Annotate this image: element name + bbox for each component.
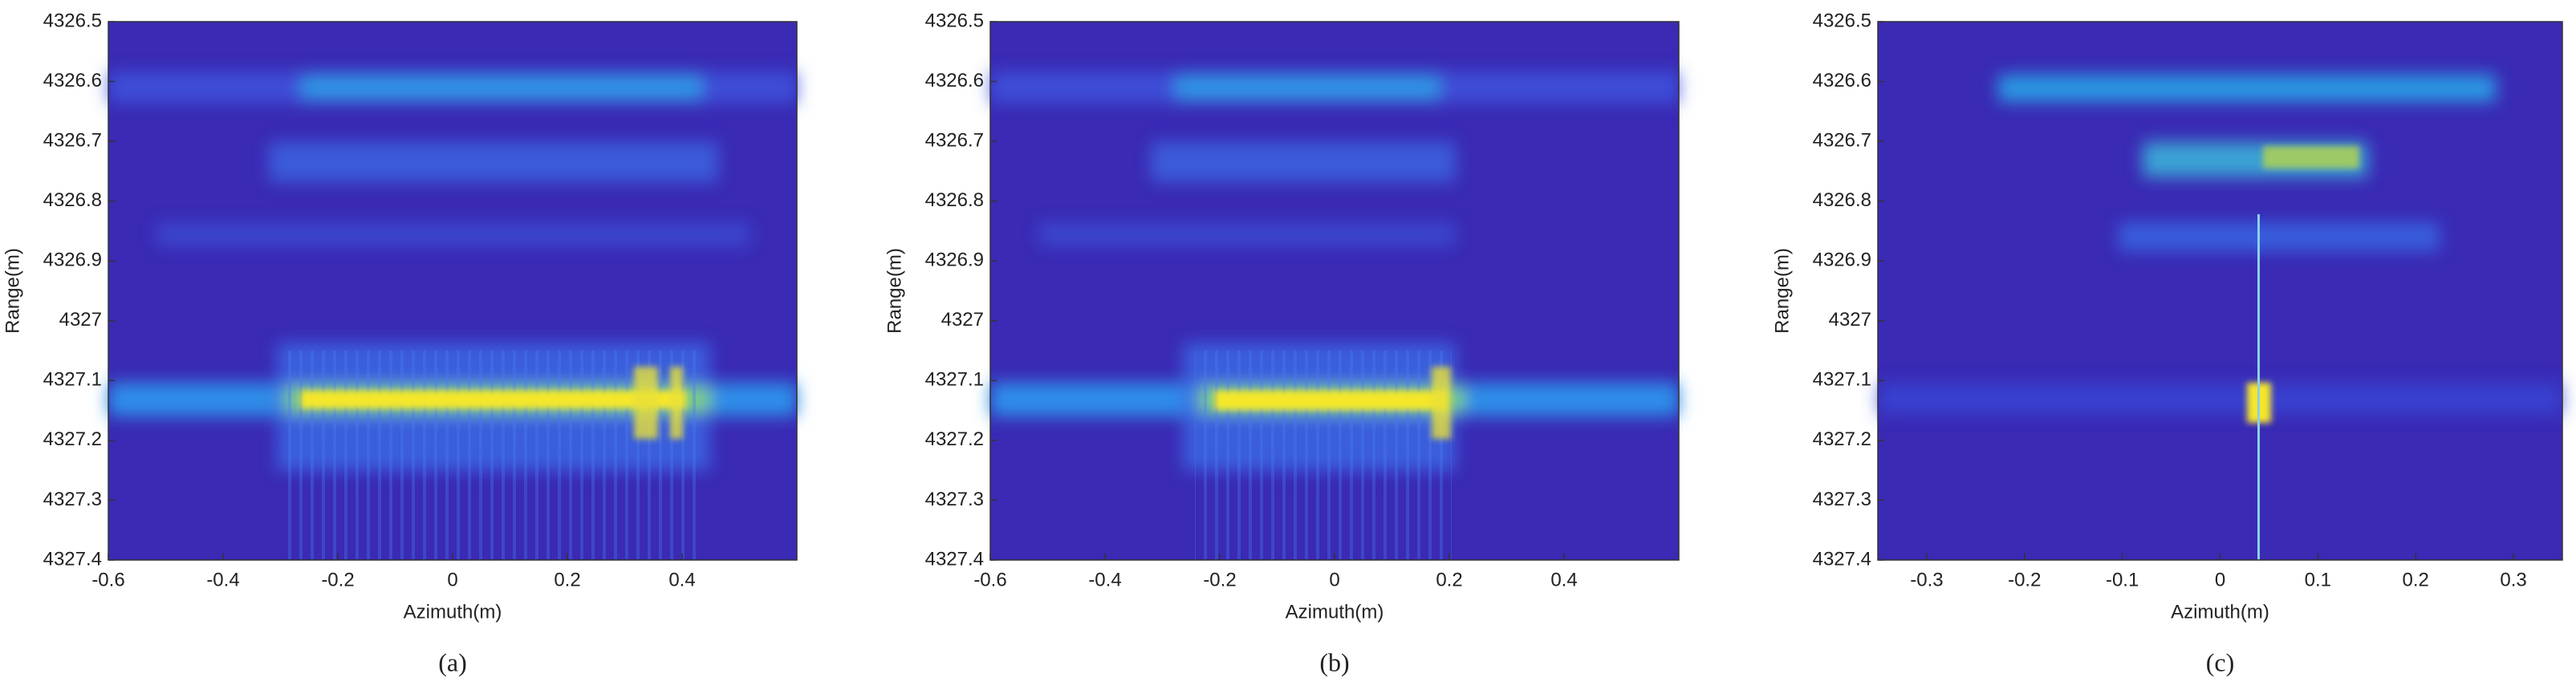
x-tick-label: 0.4: [668, 569, 695, 591]
y-tick-label: 4326.7: [925, 129, 984, 151]
x-tick-label: -0.2: [321, 569, 354, 591]
x-axis-label: Azimuth(m): [404, 601, 502, 623]
y-tick-label: 4326.6: [925, 70, 984, 91]
x-tick-label: -0.6: [973, 569, 1006, 591]
x-tick-label: 0: [2215, 569, 2225, 591]
texture: [2257, 214, 2260, 560]
texture: [1878, 75, 2562, 415]
y-tick-label: 4327.4: [1813, 548, 1871, 570]
x-axis-label: Azimuth(m): [1286, 601, 1384, 623]
x-tick-label: -0.3: [1910, 569, 1943, 591]
y-axis-label: Range(m): [2, 248, 23, 334]
x-tick-label: 0.2: [2403, 569, 2429, 591]
x-tick-label: 0: [447, 569, 457, 591]
x-tick-label: -0.4: [206, 569, 239, 591]
texture: [1215, 367, 1451, 439]
y-tick-label: 4326.9: [43, 250, 102, 271]
y-tick-label: 4326.5: [925, 10, 984, 31]
y-tick-label: 4326.8: [925, 189, 984, 211]
texture: [2247, 146, 2359, 423]
y-tick-label: 4326.6: [1813, 70, 1871, 91]
y-tick-label: 4327.2: [1813, 428, 1871, 450]
y-tick-label: 4327.1: [43, 369, 102, 391]
x-tick-label: -0.2: [2008, 569, 2041, 591]
x-tick-label: 0.3: [2500, 569, 2526, 591]
y-tick-label: 4326.5: [43, 10, 102, 31]
y-tick-label: 4326.7: [1813, 129, 1871, 151]
x-tick-label: 0.1: [2305, 569, 2331, 591]
image-c: [1878, 22, 2562, 560]
x-tick-label: 0.2: [1436, 569, 1462, 591]
x-tick-label: 0.4: [1550, 569, 1577, 591]
y-tick-label: 4327.3: [43, 489, 102, 510]
y-tick-label: 4327.3: [1813, 489, 1871, 510]
y-tick-label: 4326.7: [43, 129, 102, 151]
y-axis-label: Range(m): [884, 248, 905, 334]
texture: [1195, 351, 1452, 559]
y-tick-label: 4327.4: [925, 548, 984, 570]
image-a: [108, 22, 797, 560]
caption: (b): [1319, 647, 1349, 676]
y-tick-label: 4326.8: [1813, 189, 1871, 211]
x-tick-label: -0.2: [1203, 569, 1236, 591]
y-tick-label: 4326.9: [925, 250, 984, 271]
x-tick-label: 0: [1329, 569, 1339, 591]
x-axis-label: Azimuth(m): [2171, 601, 2269, 623]
y-tick-label: 4327.1: [1813, 369, 1871, 391]
y-tick-label: 4327.4: [43, 548, 102, 570]
x-tick-label: -0.6: [91, 569, 124, 591]
x-tick-label: -0.1: [2106, 569, 2139, 591]
caption: (a): [438, 647, 467, 676]
x-tick-label: 0.2: [554, 569, 580, 591]
caption: (c): [2206, 647, 2235, 676]
y-tick-label: 4326.9: [1813, 250, 1871, 271]
y-tick-label: 4327.3: [925, 489, 984, 510]
y-tick-label: 4326.6: [43, 70, 102, 91]
y-tick-label: 4327: [1829, 309, 1871, 331]
y-tick-label: 4327.1: [925, 369, 984, 391]
image-b: [990, 22, 1679, 560]
y-tick-label: 4326.5: [1813, 10, 1871, 31]
image-bg: [1878, 22, 2562, 560]
y-tick-label: 4327: [59, 309, 102, 331]
y-axis-label: Range(m): [1771, 248, 1793, 334]
y-tick-label: 4327: [941, 309, 984, 331]
y-tick-label: 4327.2: [43, 428, 102, 450]
y-tick-label: 4326.8: [43, 189, 102, 211]
texture: [280, 351, 697, 559]
y-tick-label: 4327.2: [925, 428, 984, 450]
texture: [301, 367, 686, 439]
x-tick-label: -0.4: [1088, 569, 1121, 591]
